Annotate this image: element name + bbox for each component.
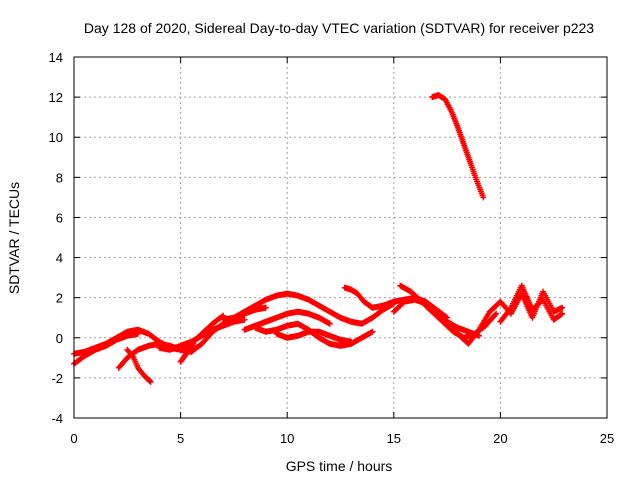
data-point <box>262 304 269 311</box>
data-point <box>241 316 248 323</box>
series-arc13 <box>397 282 500 341</box>
x-axis-label: GPS time / hours <box>286 458 393 474</box>
y-axis-label: SDTVAR / TECUs <box>6 182 22 294</box>
x-tick-label: 10 <box>280 431 294 446</box>
x-tick-label: 0 <box>70 431 77 446</box>
data-point <box>146 378 153 385</box>
data-point <box>326 320 333 327</box>
y-tick-label: 10 <box>49 130 63 145</box>
x-tick-label: 5 <box>177 431 184 446</box>
y-tick-label: 8 <box>56 170 63 185</box>
x-tick-label: 15 <box>387 431 401 446</box>
y-tick-label: -2 <box>51 371 63 386</box>
data-point <box>492 311 499 318</box>
y-tick-label: 4 <box>56 251 63 266</box>
data-series <box>71 92 566 385</box>
x-tick-label: 20 <box>493 431 507 446</box>
plot-frame <box>73 56 608 419</box>
data-point <box>134 330 141 337</box>
series-arc4 <box>124 346 154 385</box>
series-arc9 <box>252 320 376 349</box>
y-tick-label: 6 <box>56 210 63 225</box>
series-arc10 <box>273 328 355 345</box>
y-tick-label: 14 <box>49 50 63 65</box>
data-point <box>147 378 154 385</box>
y-tick-label: 0 <box>56 331 63 346</box>
series-arc8 <box>241 308 333 333</box>
data-point <box>480 194 487 201</box>
data-point <box>558 311 565 318</box>
series-arc16 <box>497 282 566 325</box>
chart-title: Day 128 of 2020, Sidereal Day-to-day VTE… <box>84 20 594 36</box>
y-tick-label: 2 <box>56 291 63 306</box>
series-arc14 <box>429 92 487 201</box>
axes: 0 5 10 15 20 25 -4 -2 0 2 4 6 8 10 12 14 <box>49 50 615 446</box>
data-point <box>369 328 376 335</box>
data-point <box>493 310 500 317</box>
series-arc7 <box>220 290 397 327</box>
grid <box>74 57 607 418</box>
x-tick-label: 25 <box>600 431 614 446</box>
series-arc5 <box>156 316 248 353</box>
series-arc6 <box>177 340 197 365</box>
data-point <box>559 310 566 317</box>
data-point <box>348 338 355 345</box>
data-point <box>190 340 197 347</box>
y-tick-label: 12 <box>49 90 63 105</box>
y-tick-label: -4 <box>51 411 63 426</box>
data-point <box>559 304 566 311</box>
data-point <box>219 313 226 320</box>
series-arc2 <box>71 330 141 367</box>
